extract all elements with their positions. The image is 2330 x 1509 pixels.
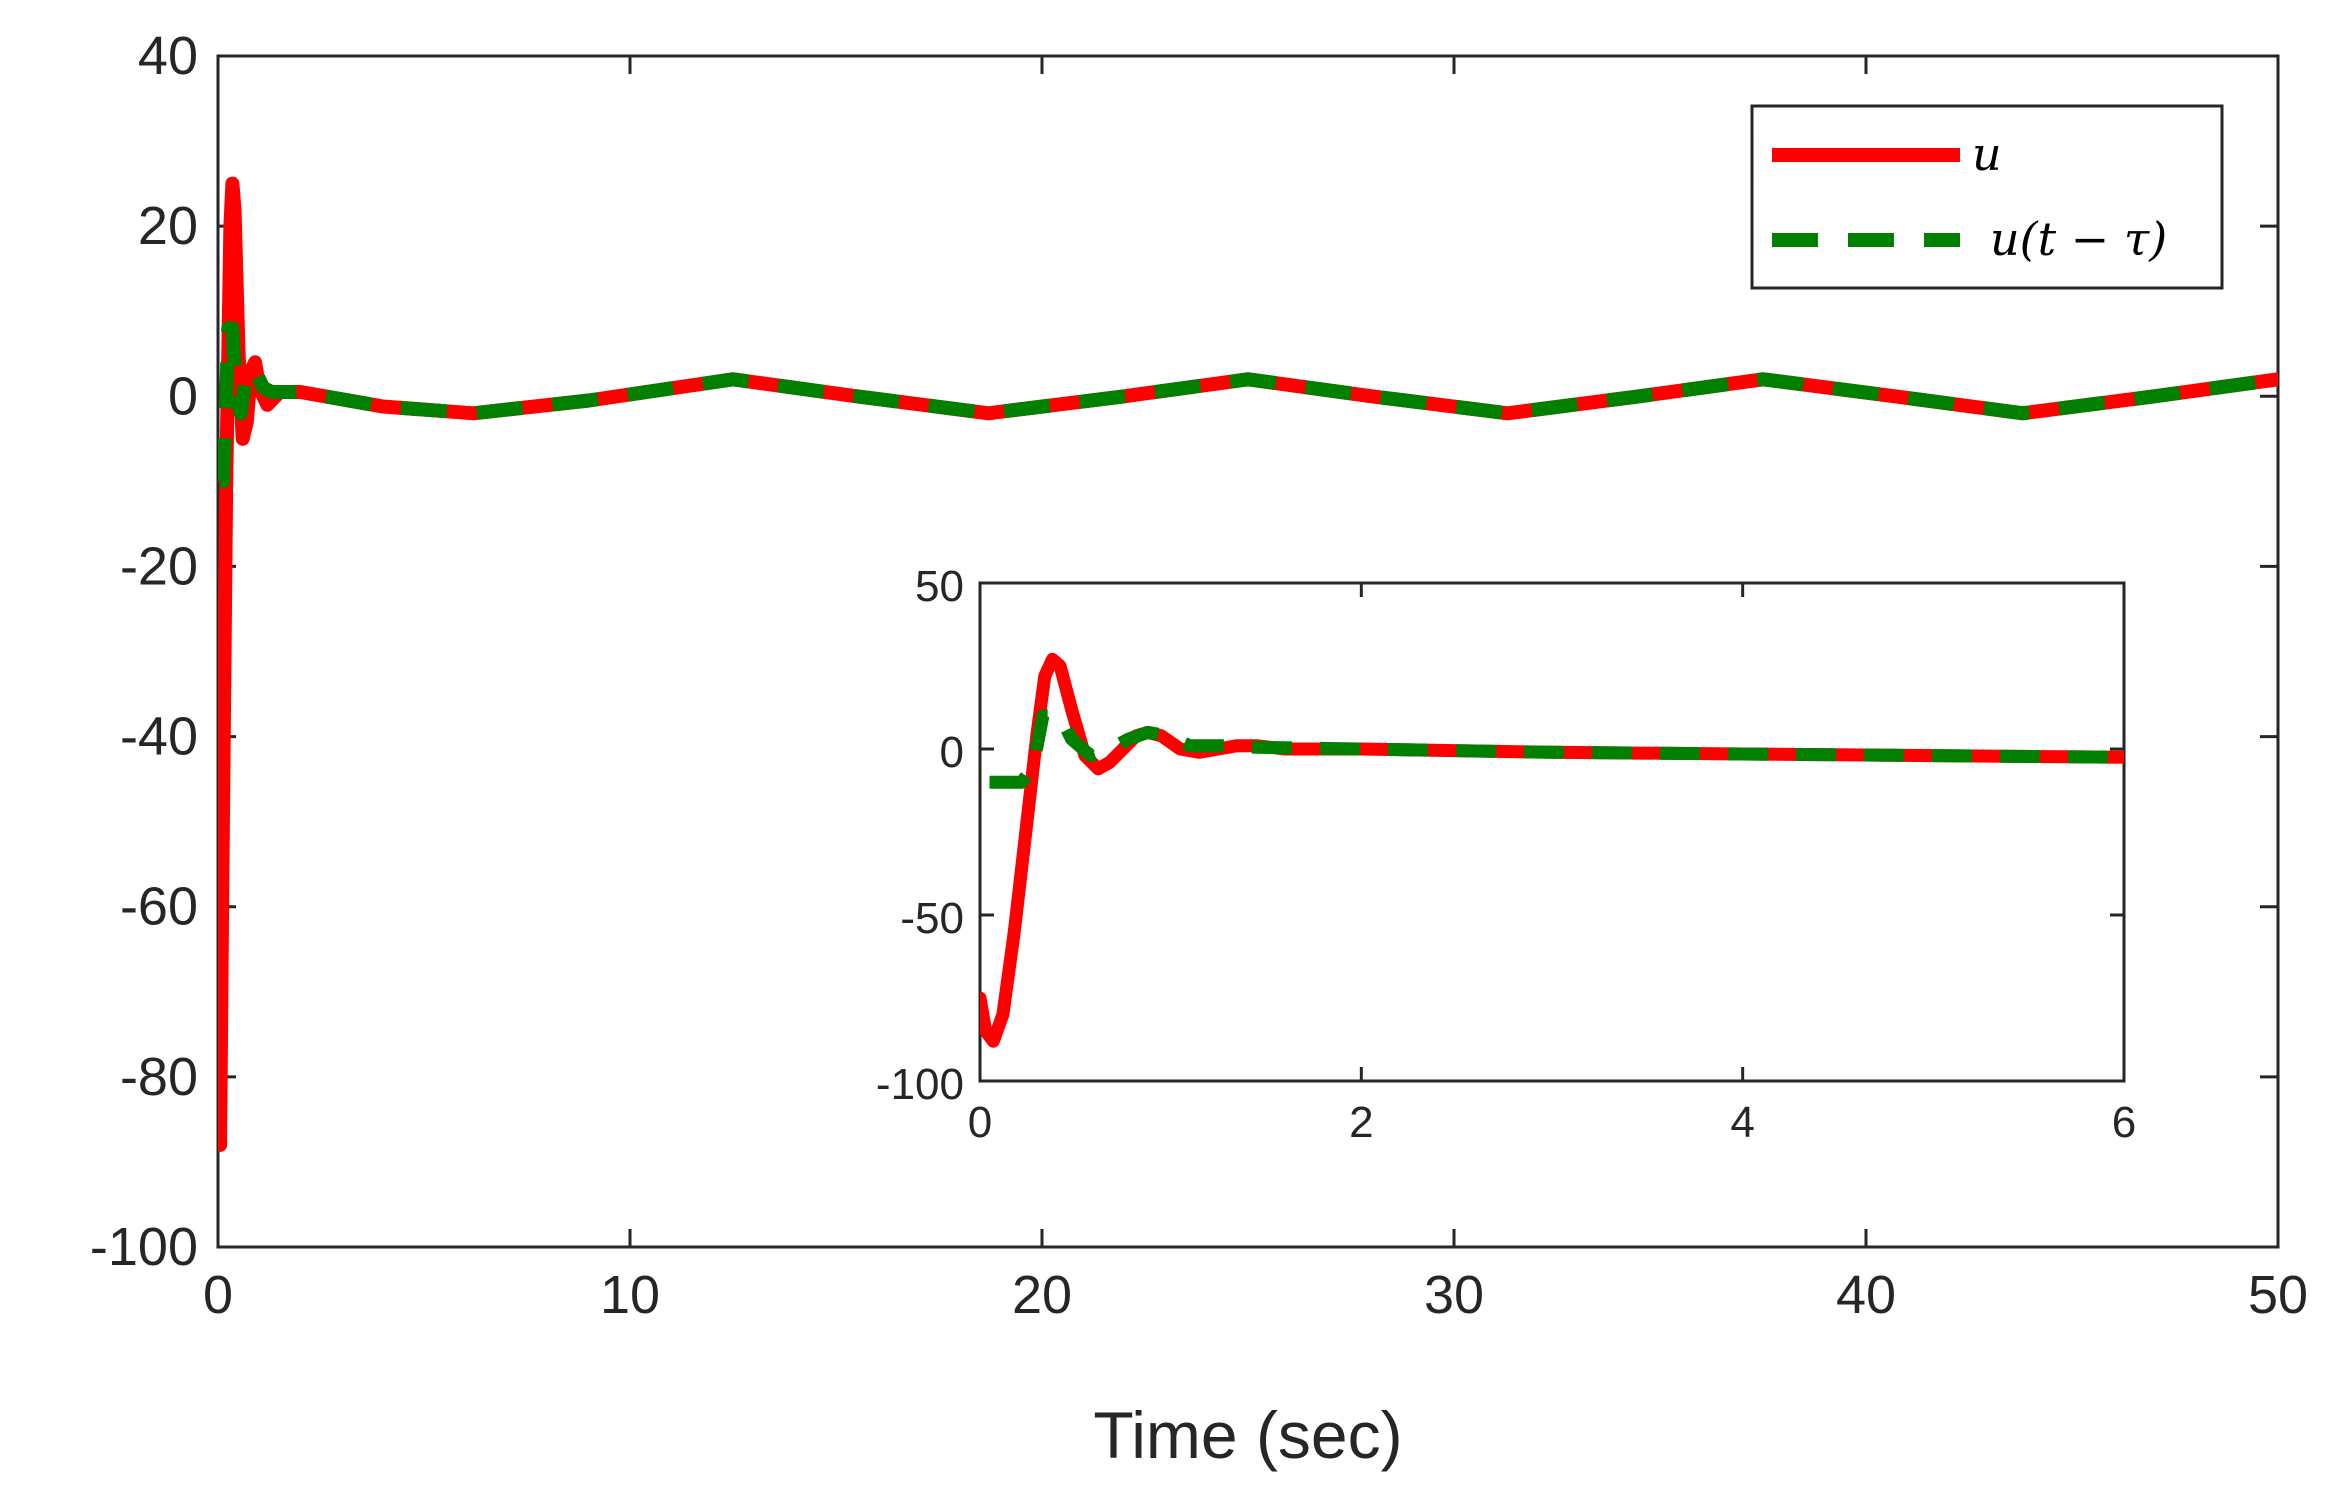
- x-axis-label: Time (sec): [1093, 1398, 1402, 1472]
- inset-x-tick-label: 6: [2112, 1098, 2136, 1147]
- inset-x-ticks: 0 2 4 6: [968, 583, 2136, 1147]
- main-y-tick-label: -40: [120, 707, 198, 767]
- main-series: [218, 176, 2278, 1152]
- inset-y-tick-label: -100: [876, 1060, 964, 1109]
- inset-plot-box: [978, 581, 2126, 1083]
- main-y-tick-label: 0: [168, 366, 198, 426]
- main-x-tick-label: 10: [600, 1265, 660, 1325]
- main-x-ticks: 0 10 20 30 40 50: [203, 56, 2308, 1325]
- legend-box: [1750, 104, 2224, 290]
- main-y-tick-label: 40: [138, 26, 198, 86]
- inset-y-tick-label: -50: [900, 894, 964, 943]
- inset-series-u-line: [980, 652, 2124, 1048]
- legend-label-u-delayed: u(t − τ): [1990, 212, 2167, 266]
- main-y-tick-label: 20: [138, 196, 198, 256]
- inset-y-tick-label: 0: [940, 728, 964, 777]
- main-x-tick-label: 30: [1424, 1265, 1484, 1325]
- main-x-tick-label: 0: [203, 1265, 233, 1325]
- main-y-tick-label: -60: [120, 877, 198, 937]
- inset-axes: 0 2 4 6 -100 -50 0 50: [876, 562, 2136, 1147]
- inset-y-tick-label: 50: [915, 562, 964, 611]
- inset-x-tick-label: 4: [1730, 1098, 1754, 1147]
- main-y-tick-label: -80: [120, 1047, 198, 1107]
- main-x-tick-label: 20: [1012, 1265, 1072, 1325]
- inset-y-ticks: -100 -50 0 50: [876, 562, 2124, 1109]
- inset-series: [980, 652, 2124, 1048]
- inset-x-tick-label: 0: [968, 1098, 992, 1147]
- legend-label-u: u: [1972, 127, 2002, 181]
- main-y-tick-label: -100: [90, 1217, 198, 1277]
- main-x-tick-label: 50: [2248, 1265, 2308, 1325]
- legend: u u(t − τ): [1750, 104, 2224, 290]
- main-y-tick-label: -20: [120, 536, 198, 596]
- inset-series-u-delayed-line: [989, 709, 2124, 789]
- inset-x-tick-label: 2: [1349, 1098, 1373, 1147]
- main-x-tick-label: 40: [1836, 1265, 1896, 1325]
